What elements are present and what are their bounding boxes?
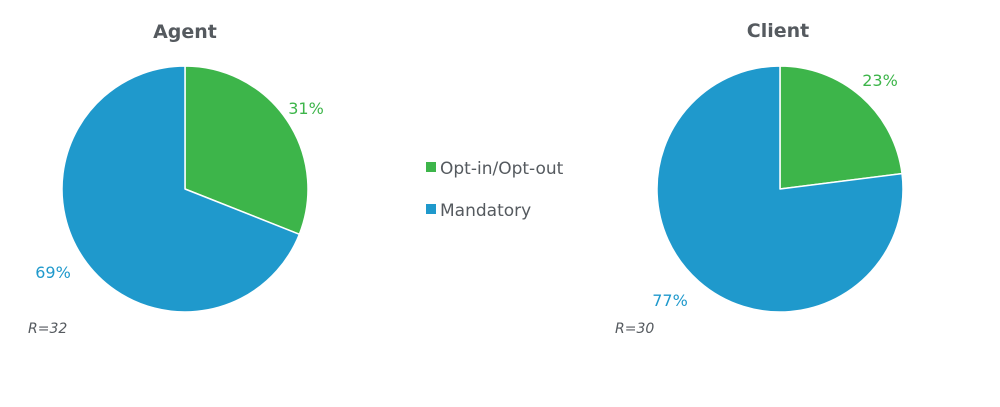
client-sample-size-note: R=30 [615,321,654,337]
legend-swatch-opt-in [426,162,436,172]
agent-slice-label-mandatory: 69% [35,263,71,282]
agent-slice-mandatory [61,65,301,313]
client-chart-title: Client [747,20,809,42]
agent-pie [61,65,309,313]
agent-slice-label-opt-in: 31% [288,99,324,118]
client-slice-opt-in [779,65,903,190]
client-pie-chart: Client 23% 77% R=30 [615,20,904,337]
agent-pie-chart: Agent 31% 69% R=32 [28,21,324,337]
agent-sample-size-note: R=32 [28,321,67,337]
legend-label-mandatory: Mandatory [440,201,531,221]
client-slice-label-opt-in: 23% [862,71,898,90]
agent-slice-opt-in [184,65,309,236]
client-pie [656,65,904,313]
client-slice-mandatory [656,65,904,313]
legend: Opt-in/Opt-out Mandatory [426,159,564,221]
agent-chart-title: Agent [153,21,217,43]
client-slice-label-mandatory: 77% [652,291,688,310]
legend-swatch-mandatory [426,204,436,214]
legend-label-opt-in: Opt-in/Opt-out [440,159,564,179]
